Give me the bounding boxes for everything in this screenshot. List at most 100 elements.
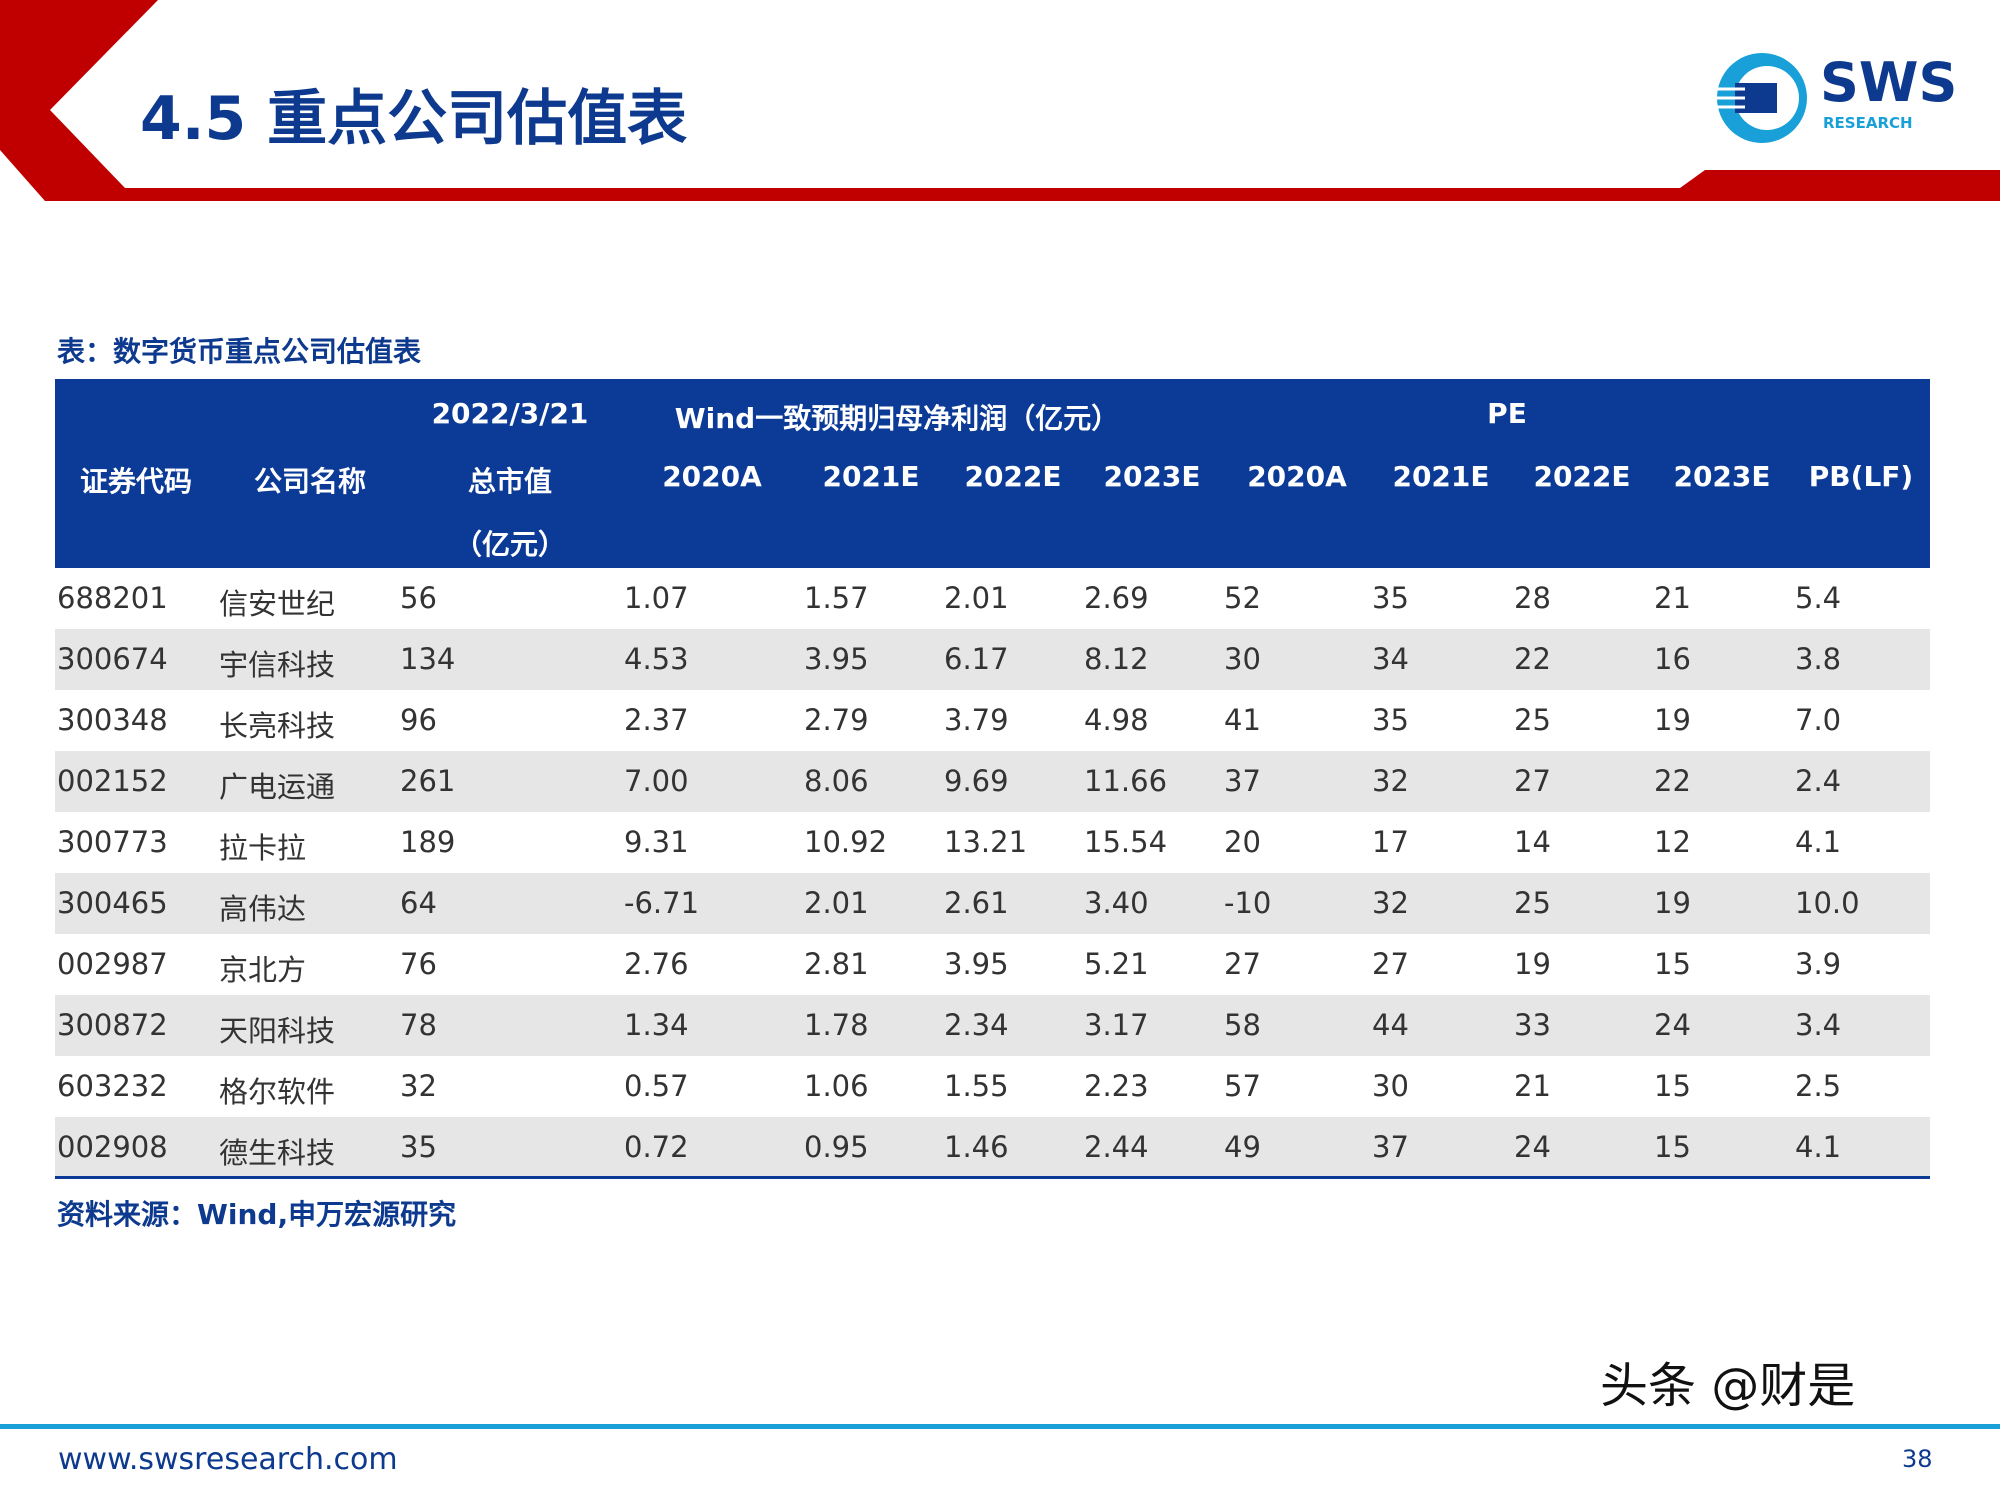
table-cell: 64 (400, 886, 437, 920)
table-bottom-border (55, 1176, 1930, 1179)
table-caption: 表：数字货币重点公司估值表 (57, 335, 422, 368)
col-header: 2023E (1103, 460, 1201, 493)
table-cell: 12 (1654, 825, 1691, 859)
table-cell: 1.78 (804, 1008, 869, 1042)
table-cell: 20 (1224, 825, 1261, 859)
table-row: 603232 格尔软件 32 0.57 1.06 1.55 2.23 57 30 21 15 2.5 (55, 1056, 1930, 1117)
table-cell: 2.76 (624, 947, 689, 981)
table-cell: 24 (1514, 1130, 1551, 1164)
footer-divider (0, 1424, 2000, 1429)
sws-logo: SWS RESEARCH (1715, 48, 1960, 148)
table-cell: 2.81 (804, 947, 869, 981)
table-row: 300465 高伟达 64 -6.71 2.01 2.61 3.40 -10 32 25 19 10.… (55, 873, 1930, 934)
table-cell: 300348 (57, 703, 168, 737)
table-cell: 2.4 (1795, 764, 1842, 798)
table-cell: 2.01 (944, 581, 1009, 615)
table-cell: 34 (1372, 642, 1409, 676)
table-cell: 2.69 (1084, 581, 1149, 615)
table-cell: 30 (1224, 642, 1261, 676)
table-cell: 2.37 (624, 703, 689, 737)
table-cell: 3.40 (1084, 886, 1149, 920)
table-cell: 1.06 (804, 1069, 869, 1103)
table-cell: 1.55 (944, 1069, 1009, 1103)
table-cell: 2.01 (804, 886, 869, 920)
table-cell: 拉卡拉 (219, 831, 307, 865)
table-cell: 15 (1654, 947, 1691, 981)
table-cell: 15 (1654, 1130, 1691, 1164)
table-cell: 21 (1514, 1069, 1551, 1103)
table-cell: 4.53 (624, 642, 689, 676)
table-cell: -6.71 (624, 886, 700, 920)
table-cell: 5.4 (1795, 581, 1842, 615)
table-row: 300872 天阳科技 78 1.34 1.78 2.34 3.17 58 44 33 24 3.4 (55, 995, 1930, 1056)
table-cell: 3.4 (1795, 1008, 1842, 1042)
table-cell: 4.1 (1795, 1130, 1842, 1164)
table-cell: 27 (1224, 947, 1261, 981)
table-cell: 35 (1372, 703, 1409, 737)
table-cell: 2.44 (1084, 1130, 1149, 1164)
table-cell: 2.23 (1084, 1069, 1149, 1103)
col-header: PB(LF) (1808, 460, 1914, 493)
table-cell: 002908 (57, 1130, 168, 1164)
table-cell: 15.54 (1084, 825, 1168, 859)
table-cell: 300872 (57, 1008, 168, 1042)
table-cell: 0.95 (804, 1130, 869, 1164)
watermark: 头条 @财是 (1600, 1358, 1856, 1414)
table-cell: 9.31 (624, 825, 689, 859)
table-cell: 37 (1372, 1130, 1409, 1164)
table-cell: 300674 (57, 642, 168, 676)
table-cell: 134 (400, 642, 456, 676)
table-cell: 261 (400, 764, 456, 798)
table-cell: 24 (1654, 1008, 1691, 1042)
table-cell: 35 (400, 1130, 437, 1164)
logo-globe-icon (1715, 53, 1807, 143)
table-cell: 300773 (57, 825, 168, 859)
table-cell: 3.9 (1795, 947, 1842, 981)
table-cell: 19 (1514, 947, 1551, 981)
table-cell: 7.0 (1795, 703, 1842, 737)
table-cell: 长亮科技 (219, 709, 336, 743)
header-banner (0, 0, 2000, 201)
table-cell: 信安世纪 (219, 587, 336, 621)
table-cell: 14 (1514, 825, 1551, 859)
table-cell: 57 (1224, 1069, 1261, 1103)
table-row: 002908 德生科技 35 0.72 0.95 1.46 2.44 49 37 24 15 4.1 (55, 1117, 1930, 1178)
table-cell: 76 (400, 947, 437, 981)
col-header: 总市值 (467, 465, 553, 498)
table-cell: 96 (400, 703, 437, 737)
table-cell: 16 (1654, 642, 1691, 676)
table-cell: 25 (1514, 703, 1551, 737)
table-cell: 1.34 (624, 1008, 689, 1042)
table-cell: 2.5 (1795, 1069, 1842, 1103)
table-cell: 32 (400, 1069, 437, 1103)
table-cell: -10 (1224, 886, 1272, 920)
table-cell: 17 (1372, 825, 1409, 859)
table-cell: 0.57 (624, 1069, 689, 1103)
logo-subtext: RESEARCH (1823, 114, 1913, 132)
table-cell: 3.79 (944, 703, 1009, 737)
table-cell: 37 (1224, 764, 1261, 798)
table-cell: 10.92 (804, 825, 888, 859)
header-pe-group: PE (1487, 397, 1527, 430)
table-cell: 15 (1654, 1069, 1691, 1103)
table-cell: 32 (1372, 886, 1409, 920)
table-cell: 21 (1654, 581, 1691, 615)
table-cell: 格尔软件 (219, 1075, 336, 1109)
table-row: 002987 京北方 76 2.76 2.81 3.95 5.21 27 27 19 15 3.9 (55, 934, 1930, 995)
table-cell: 603232 (57, 1069, 168, 1103)
table-cell: 2.79 (804, 703, 869, 737)
table-cell: 8.12 (1084, 642, 1149, 676)
table-cell: 41 (1224, 703, 1261, 737)
table-cell: 3.8 (1795, 642, 1842, 676)
table-cell: 3.17 (1084, 1008, 1149, 1042)
table-cell: 7.00 (624, 764, 689, 798)
table-cell: 002152 (57, 764, 168, 798)
col-header: 2022E (1533, 460, 1631, 493)
footer-url[interactable]: www.swsresearch.com (58, 1442, 398, 1477)
table-cell: 28 (1514, 581, 1551, 615)
table-cell: 6.17 (944, 642, 1009, 676)
table-row: 300348 长亮科技 96 2.37 2.79 3.79 4.98 41 35 25 19 7.0 (55, 690, 1930, 751)
table-cell: 33 (1514, 1008, 1551, 1042)
table-cell: 2.61 (944, 886, 1009, 920)
table-cell: 9.69 (944, 764, 1009, 798)
